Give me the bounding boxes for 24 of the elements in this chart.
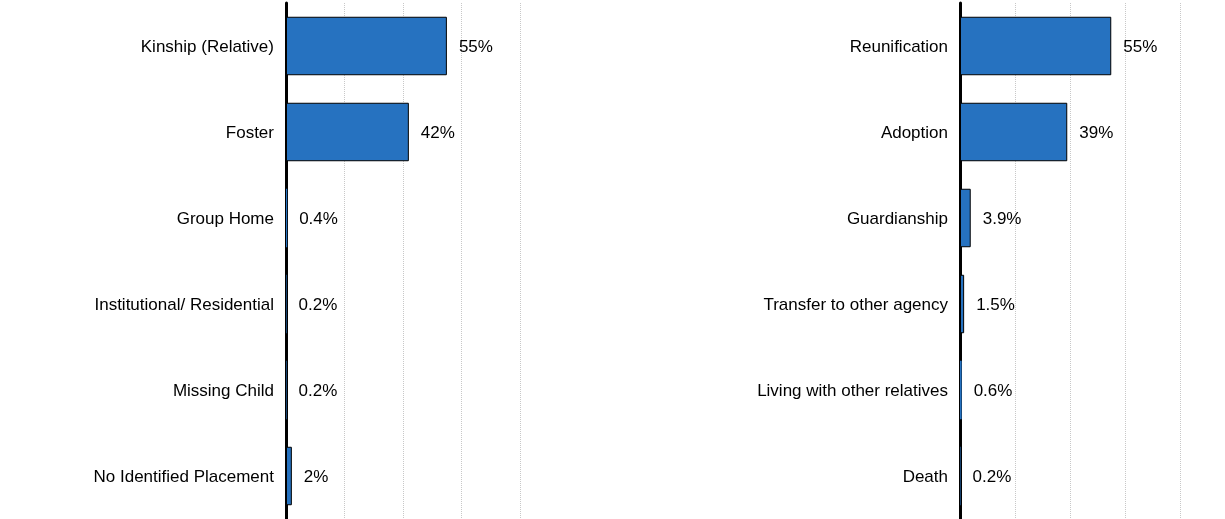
- y-tick-label: Missing Child: [172, 380, 274, 400]
- y-tick-label: Living with other relatives: [757, 380, 948, 400]
- y-tick-label: Group Home: [176, 208, 274, 228]
- y-tick-label: Kinship (Relative): [140, 36, 274, 56]
- y-tick-label: Reunification: [849, 36, 948, 56]
- data-label: 55%: [1123, 36, 1158, 56]
- y-tick-label: Guardianship: [846, 208, 948, 228]
- y-tick-label: Foster: [225, 122, 275, 142]
- data-label: 2%: [303, 466, 329, 486]
- data-label: 1.5%: [976, 294, 1015, 314]
- data-label: 0.2%: [972, 466, 1012, 486]
- data-label: 3.9%: [982, 208, 1022, 228]
- data-label: 0.2%: [298, 380, 338, 400]
- data-label: 39%: [1079, 122, 1114, 142]
- data-label: 55%: [458, 36, 493, 56]
- data-label: 0.4%: [299, 208, 338, 228]
- y-tick-label: No Identified Placement: [93, 466, 275, 486]
- data-label: 0.6%: [973, 380, 1013, 400]
- data-label: 42%: [420, 122, 455, 142]
- y-tick-label: Death: [902, 466, 948, 486]
- y-tick-label: Adoption: [880, 122, 948, 142]
- data-label: 0.2%: [298, 294, 338, 314]
- y-tick-label: Institutional/ Residential: [94, 294, 274, 314]
- y-tick-label: Transfer to other agency: [763, 294, 949, 314]
